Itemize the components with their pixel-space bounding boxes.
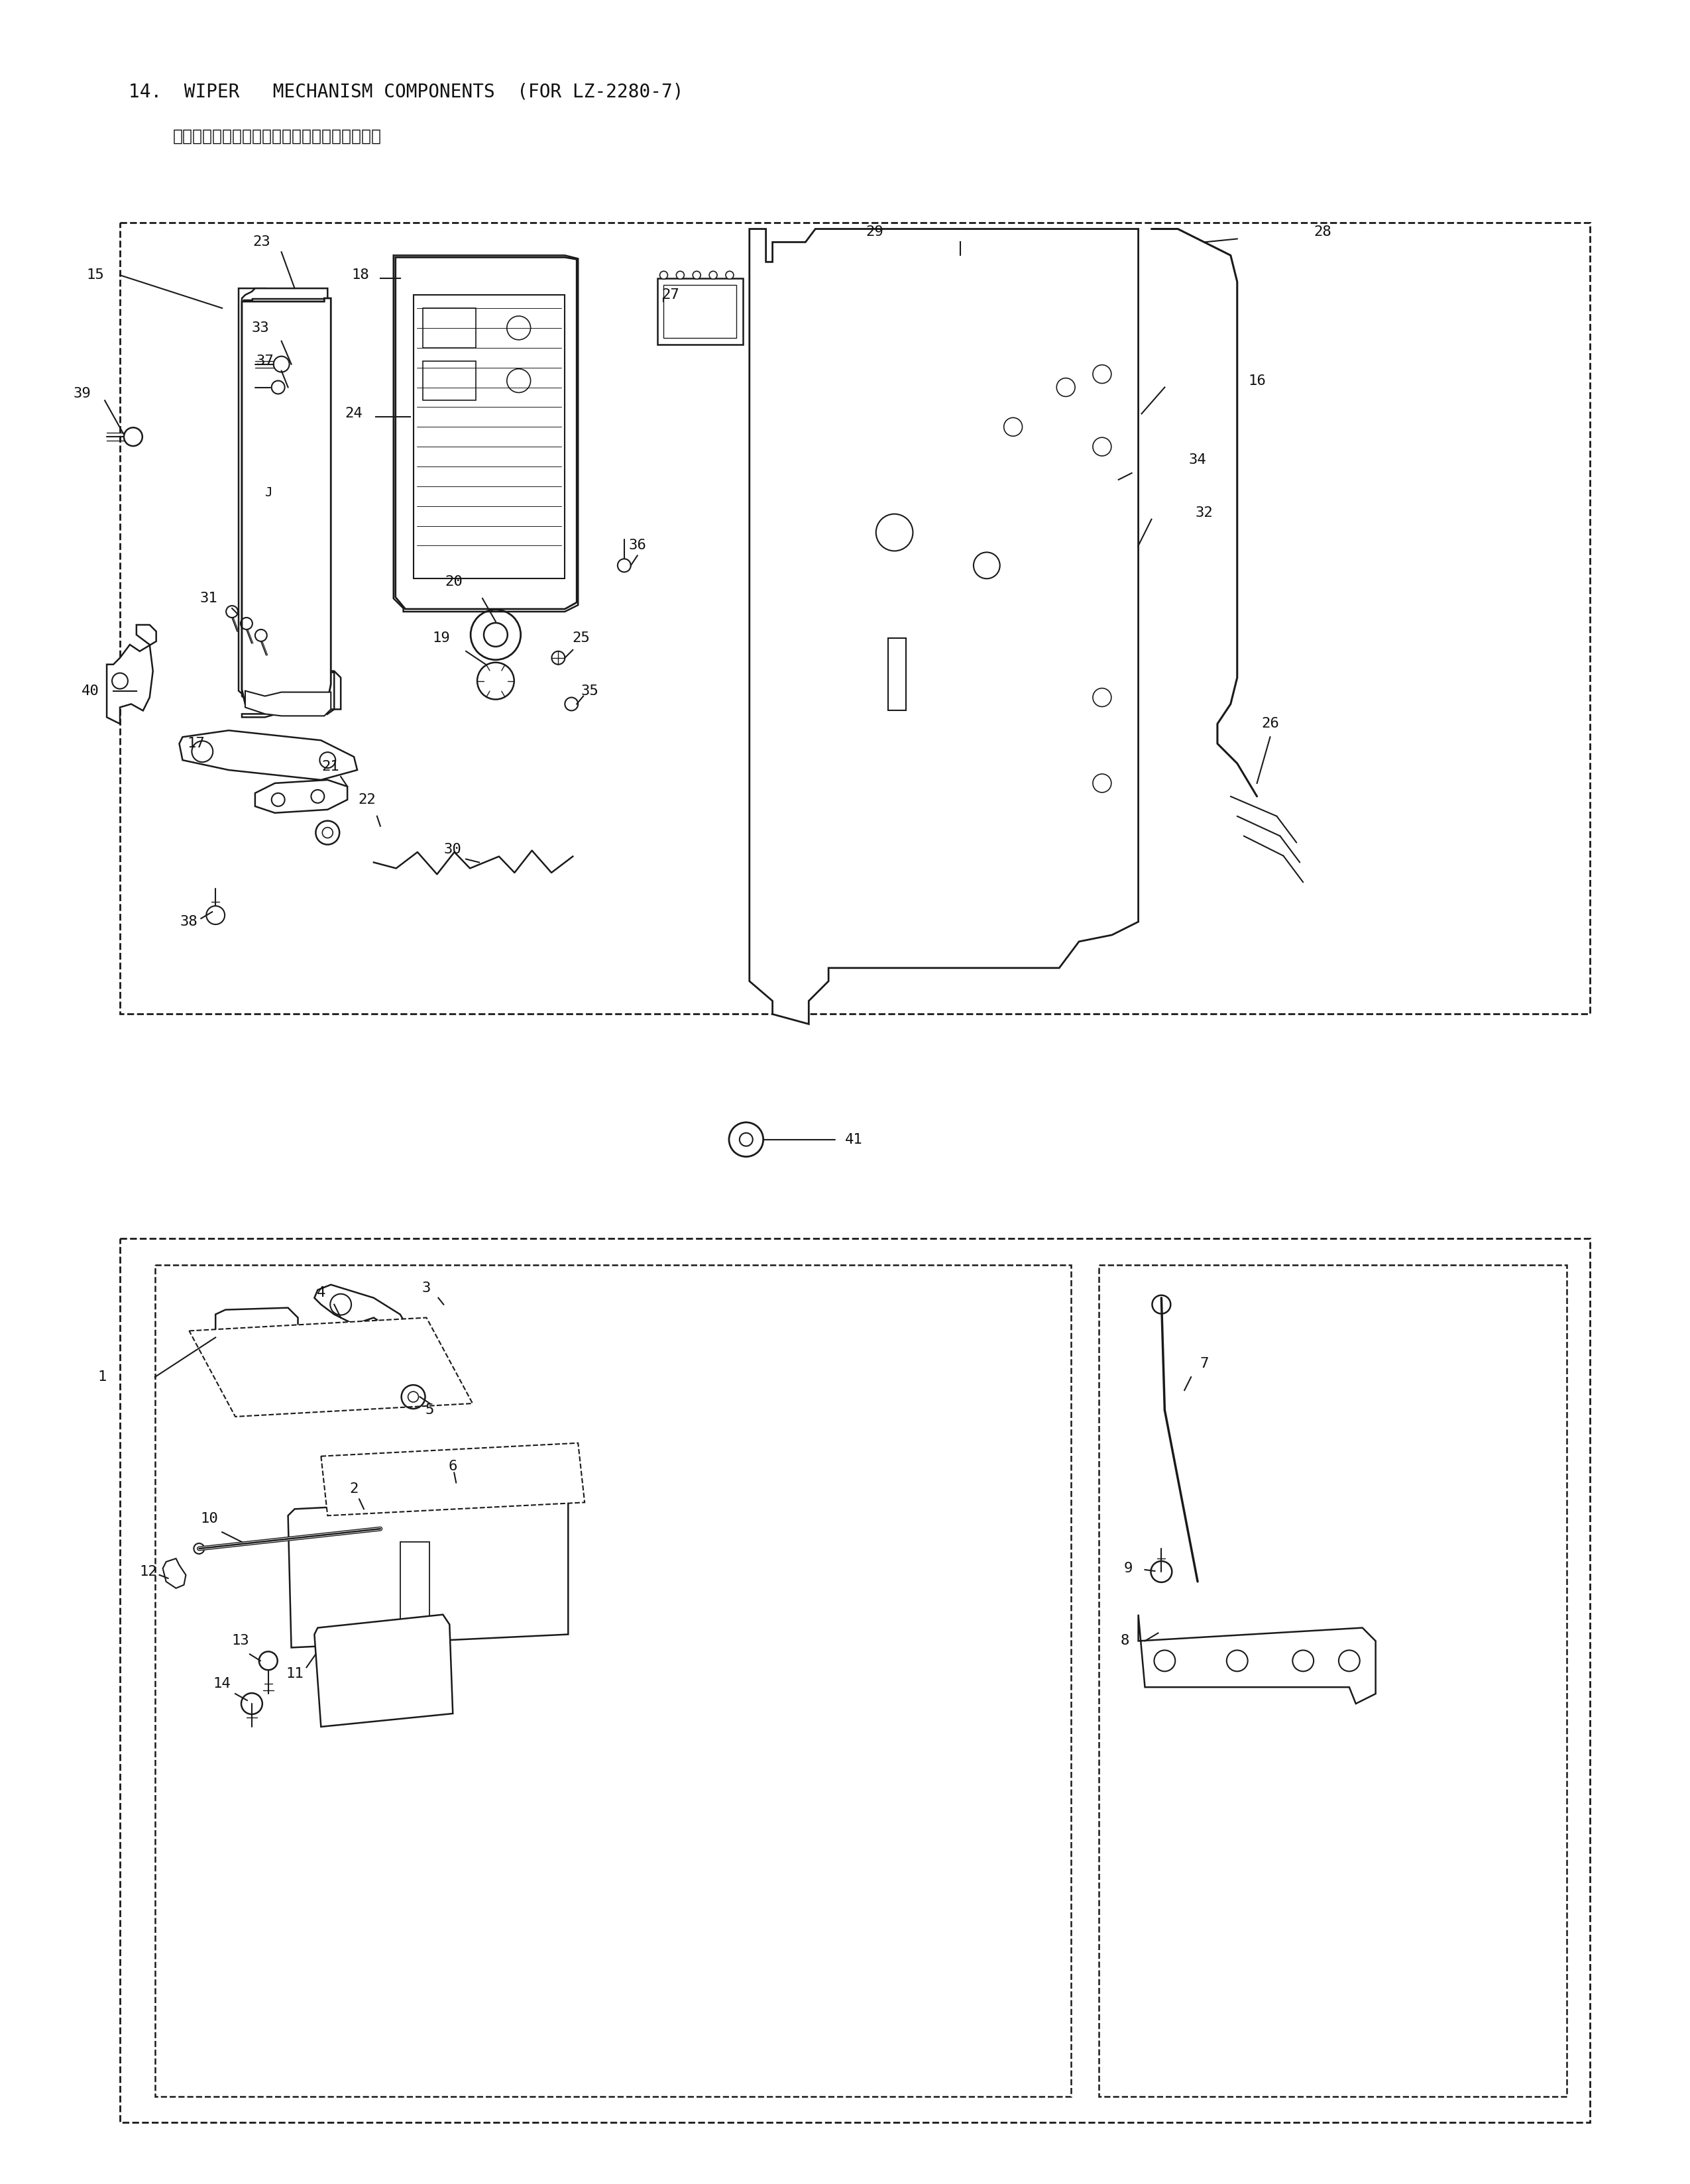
Polygon shape	[245, 690, 331, 716]
Text: 19: 19	[433, 631, 450, 644]
Bar	[657, 277, 744, 345]
Circle shape	[710, 271, 717, 280]
Text: 10: 10	[199, 1511, 218, 1527]
Text: 30: 30	[444, 843, 461, 856]
Text: 35: 35	[581, 684, 598, 697]
Text: 38: 38	[181, 915, 198, 928]
Circle shape	[693, 271, 701, 280]
Polygon shape	[287, 1496, 568, 1647]
Bar	[155, 1265, 1071, 2097]
Text: 32: 32	[1195, 507, 1213, 520]
Text: 1: 1	[98, 1369, 106, 1385]
Text: 34: 34	[1188, 454, 1207, 467]
Text: 8: 8	[1120, 1634, 1129, 1647]
Text: 20: 20	[444, 574, 463, 587]
Bar	[120, 223, 1590, 1013]
Polygon shape	[255, 780, 348, 812]
Text: 2: 2	[350, 1483, 358, 1496]
Text: 26: 26	[1261, 716, 1279, 729]
Polygon shape	[314, 1284, 414, 1391]
Circle shape	[725, 271, 733, 280]
Text: 36: 36	[629, 539, 646, 553]
Text: ワイパー関係（ＬＺ－２２８０－７専用部品）: ワイパー関係（ＬＺ－２２８０－７専用部品）	[172, 129, 382, 144]
Bar	[664, 286, 737, 339]
Text: 41: 41	[845, 1133, 862, 1147]
Text: 28: 28	[1315, 225, 1332, 238]
Text: 7: 7	[1200, 1356, 1208, 1372]
Bar	[422, 308, 477, 347]
Polygon shape	[749, 229, 1139, 1024]
Circle shape	[659, 271, 668, 280]
Text: 27: 27	[661, 288, 679, 301]
Circle shape	[676, 271, 684, 280]
Text: 23: 23	[254, 236, 270, 249]
Bar	[1098, 1265, 1567, 2097]
Text: 21: 21	[323, 760, 340, 773]
Text: J: J	[265, 487, 272, 500]
Text: 37: 37	[257, 354, 274, 367]
Polygon shape	[189, 1317, 473, 1417]
Polygon shape	[314, 1614, 453, 1728]
Polygon shape	[394, 256, 578, 612]
Text: 17: 17	[188, 736, 204, 751]
Text: 12: 12	[140, 1566, 157, 1579]
Text: 14: 14	[213, 1677, 232, 1690]
Polygon shape	[242, 299, 331, 708]
Text: 22: 22	[358, 793, 375, 806]
Text: 25: 25	[573, 631, 590, 644]
Polygon shape	[162, 1559, 186, 1588]
Text: 9: 9	[1124, 1562, 1132, 1575]
Polygon shape	[238, 288, 328, 716]
Polygon shape	[216, 1308, 297, 1367]
Polygon shape	[179, 729, 357, 780]
Polygon shape	[395, 258, 576, 609]
Text: 3: 3	[422, 1282, 431, 1295]
Polygon shape	[1139, 1614, 1376, 1704]
Bar	[422, 360, 477, 400]
Polygon shape	[242, 288, 341, 714]
Polygon shape	[321, 1444, 585, 1516]
Text: 5: 5	[426, 1404, 434, 1417]
Text: 6: 6	[448, 1459, 458, 1472]
Text: 33: 33	[252, 321, 269, 334]
Bar	[887, 638, 906, 710]
Bar	[414, 295, 564, 579]
Text: 16: 16	[1249, 373, 1266, 387]
Text: 31: 31	[199, 592, 218, 605]
Text: 15: 15	[86, 269, 105, 282]
Polygon shape	[106, 625, 155, 723]
Text: 29: 29	[865, 225, 884, 238]
Text: 13: 13	[232, 1634, 250, 1647]
Polygon shape	[243, 299, 335, 710]
Text: 18: 18	[352, 269, 370, 282]
Text: 11: 11	[286, 1666, 304, 1682]
Bar	[401, 1542, 429, 1621]
Text: 40: 40	[81, 684, 100, 697]
Text: 24: 24	[345, 406, 363, 419]
Bar	[120, 1238, 1590, 2123]
Text: 4: 4	[316, 1286, 326, 1299]
Text: 14.  WIPER   MECHANISM COMPONENTS  (FOR LZ-2280-7): 14. WIPER MECHANISM COMPONENTS (FOR LZ-2…	[128, 83, 683, 100]
Text: 39: 39	[74, 387, 91, 400]
